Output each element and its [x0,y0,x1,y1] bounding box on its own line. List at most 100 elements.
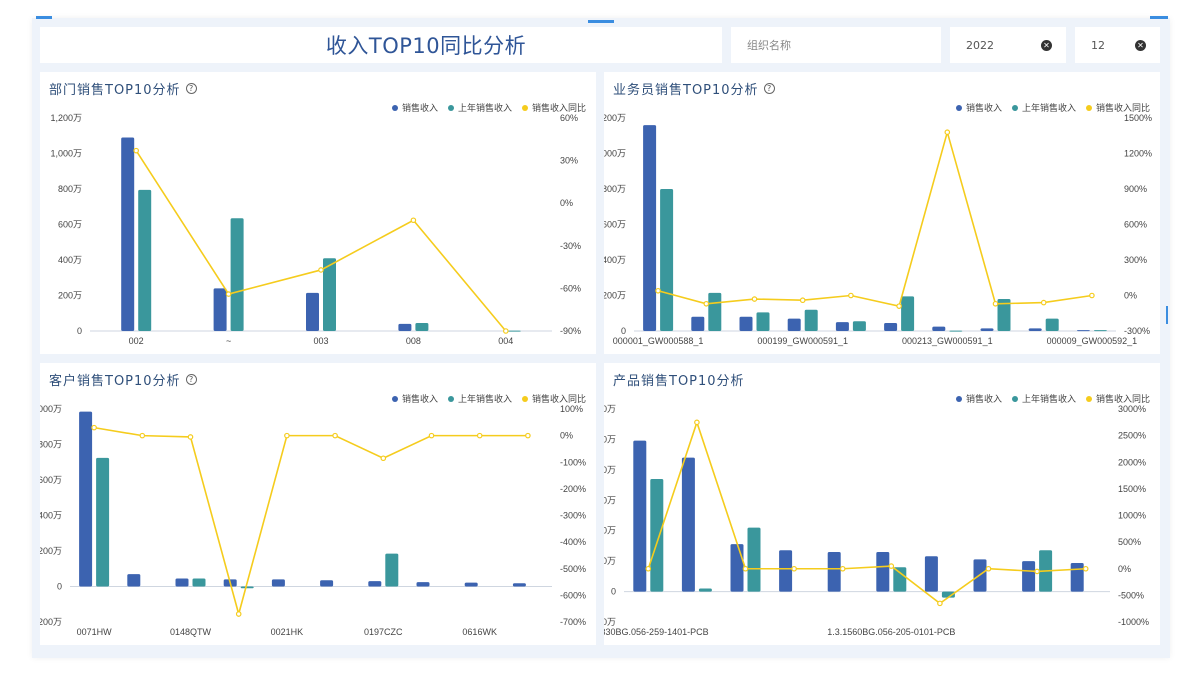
bar-sales [1070,562,1084,592]
legend-item-last_year[interactable]: 上年销售收入 [447,101,512,114]
yoy-point [655,287,661,294]
yoy-point [1082,565,1089,572]
y-tick-label: 400万 [604,255,626,265]
yoy-point [133,147,140,154]
yoy-point [187,434,194,440]
y2-tick-label: 2500% [1118,431,1146,441]
yoy-point [742,565,749,572]
bar-last-year [698,588,712,592]
legend-dot [447,104,454,111]
yoy-point [332,432,338,439]
yoy-point [937,600,943,607]
legend-item-last_year[interactable]: 上年销售收入 [1011,101,1076,114]
bar-last-year [660,189,674,331]
y2-tick-label: -90% [560,326,581,336]
y2-tick-label: 0% [560,431,573,441]
legend-item-yoy[interactable]: 销售收入同比 [521,101,586,114]
yoy-point [502,328,509,334]
y2-tick-label: -400% [560,537,586,547]
salesperson-chart-panel: 业务员销售TOP10分析 ? 销售收入 上年销售收入 销售收入同比 0 200万 400万… [604,72,1160,354]
y-tick-label: 400万 [40,511,62,521]
y2-tick-label: 0% [560,198,573,208]
year-filter-value: 2022 [966,38,994,52]
clear-icon[interactable]: ✕ [1135,40,1146,51]
legend-dot [521,104,528,111]
org-filter-placeholder: 组织名称 [747,39,791,52]
y2-tick-label: -200% [560,484,586,494]
legend-dot [955,395,962,402]
legend-label: 销售收入同比 [1095,395,1150,405]
legend-dot [1085,104,1092,111]
y2-tick-label: 1500% [1118,484,1146,494]
bar-sales [980,328,994,331]
y-tick-label: 1,000万 [604,149,626,159]
y-tick-label: 100万 [604,526,616,536]
legend-item-sales[interactable]: 销售收入 [391,392,438,405]
org-filter-input[interactable]: 组织名称 [731,27,941,63]
bar-sales [121,137,135,331]
y2-tick-label: -300% [560,511,586,521]
y-tick-label: 0 [57,582,62,592]
legend-dot [391,104,398,111]
month-filter-select[interactable]: 12 ✕ [1075,27,1160,63]
bar-sales [787,318,801,331]
yoy-point [380,455,387,462]
x-tick-label: 000213_GW000591_1 [902,336,993,346]
legend-label: 销售收入 [965,395,1002,405]
chart-legend: 销售收入 上年销售收入 销售收入同比 [391,392,586,405]
bar-last-year [240,586,254,589]
x-tick-label: 1.3.1560BG.056-205-0101-PCB [827,627,955,637]
y-tick-label: 200万 [58,291,82,301]
bar-sales [691,316,705,331]
help-circle-icon[interactable]: ? [185,83,197,94]
bar-last-year [1093,330,1107,332]
legend-dot [1011,395,1018,402]
yoy-point [284,432,290,439]
bar-last-year [747,527,761,592]
x-tick-label: 000199_GW000591_1 [757,336,848,346]
month-filter-value: 12 [1091,38,1105,52]
legend-item-sales[interactable]: 销售收入 [955,101,1002,114]
x-tick-label: 004 [498,336,513,346]
x-tick-label: 0021HK [271,627,304,637]
legend-label: 销售收入同比 [531,104,586,114]
help-circle-icon[interactable]: ? [185,374,197,385]
yoy-point [751,296,758,302]
legend-item-sales[interactable]: 销售收入 [955,392,1002,405]
legend-item-last_year[interactable]: 上年销售收入 [447,392,512,405]
bar-last-year [756,312,770,331]
page-title: 收入TOP10同比分析 [325,34,527,58]
y2-tick-label: 1500% [1124,113,1152,123]
bar-last-year [804,309,818,331]
legend-item-sales[interactable]: 销售收入 [391,101,438,114]
legend-dot [1011,104,1018,111]
legend-label: 销售收入 [401,395,438,405]
x-tick-label: 3.1330BG.056-259-1401-PCB [604,627,709,637]
bar-sales [924,556,938,592]
top-accent-right [1150,16,1168,19]
bar-last-year [415,323,429,331]
chart-title-text: 客户销售TOP10分析 [49,374,181,389]
legend-label: 销售收入 [401,104,438,114]
bar-sales [512,583,526,587]
help-circle-icon[interactable]: ? [763,83,775,94]
yoy-line [647,419,1086,605]
bar-sales [175,578,189,587]
bar-last-year [941,591,955,598]
yoy-point [992,300,999,307]
bar-sales [271,579,285,587]
legend-item-yoy[interactable]: 销售收入同比 [1085,101,1150,114]
scroll-marker [1166,306,1168,324]
legend-item-last_year[interactable]: 上年销售收入 [1011,392,1076,405]
bar-last-year [949,330,963,332]
y-tick-label: 0 [77,326,82,336]
chart-svg: -200万 0 200万 400万 600万 800万 1,000万 -700% -600% -5… [40,404,586,637]
bar-sales [835,322,849,331]
legend-item-yoy[interactable]: 销售收入同比 [521,392,586,405]
clear-icon[interactable]: ✕ [1041,40,1052,51]
x-tick-label: 0148QTW [170,627,212,637]
legend-item-yoy[interactable]: 销售收入同比 [1085,392,1150,405]
y2-tick-label: 900% [1124,184,1147,194]
chart-svg: 0 200万 400万 600万 800万 1,000万 1,200万 -90% -60% -30… [50,113,581,346]
year-filter-select[interactable]: 2022 ✕ [950,27,1066,63]
